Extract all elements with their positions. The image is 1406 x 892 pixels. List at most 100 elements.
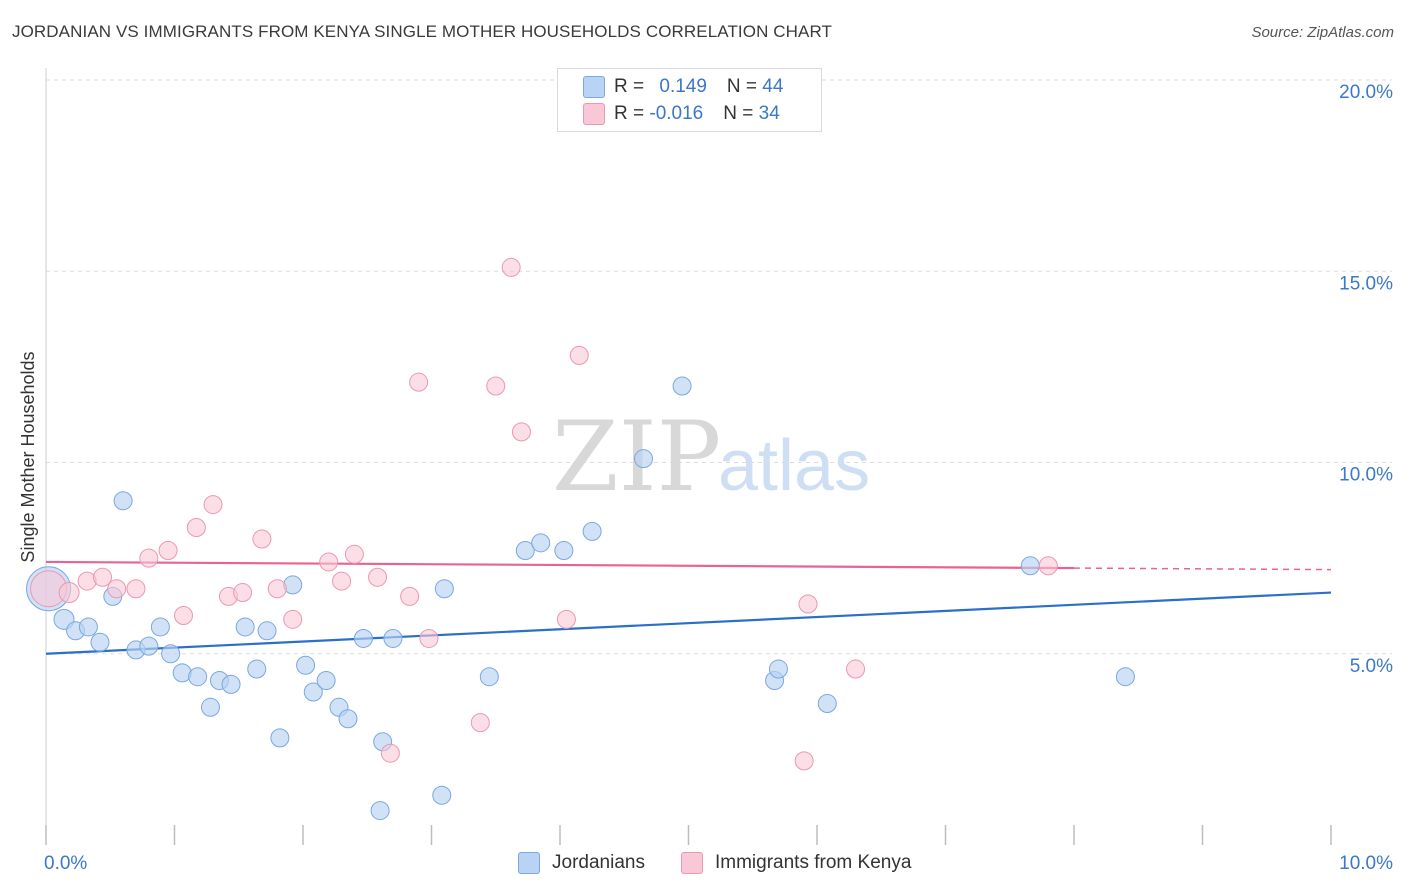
point-jordanian [247, 659, 267, 679]
point-jordanian [672, 376, 692, 396]
tick-labels: 5.0% 10.0% 15.0% 20.0% 0.0% 10.0% [44, 82, 1393, 874]
point-kenya [252, 529, 272, 549]
point-jordanian [515, 540, 535, 560]
point-kenya [139, 548, 159, 568]
point-kenya [93, 567, 113, 587]
point-jordanian [221, 674, 241, 694]
watermark: ZIP atlas [552, 401, 870, 513]
point-kenya [319, 552, 339, 572]
point-kenya [173, 606, 193, 625]
point-kenya [203, 495, 223, 515]
legend-n-value: 34 [758, 103, 780, 124]
point-jordanian [817, 693, 837, 713]
y-axis-label: Single Mother Households [18, 351, 38, 562]
point-kenya [419, 628, 439, 648]
point-kenya [368, 567, 388, 587]
watermark-atlas: atlas [718, 426, 870, 506]
point-jordanian [139, 636, 159, 656]
legend-r-label: R = [614, 103, 650, 124]
point-jordanian [582, 521, 602, 541]
point-jordanian [303, 682, 323, 702]
point-kenya [409, 372, 429, 392]
series-legend: Jordanians Immigrants from Kenya [0, 852, 1406, 878]
chart-title: JORDANIAN VS IMMIGRANTS FROM KENYA SINGL… [12, 22, 833, 41]
point-kenya [58, 582, 80, 604]
trendline-kenya-extension [1073, 567, 1332, 571]
point-kenya [400, 586, 420, 606]
legend-r-value: 0.149 [659, 76, 707, 97]
point-kenya [126, 579, 146, 599]
point-kenya [332, 571, 352, 591]
point-kenya [470, 713, 490, 733]
point-jordanian [370, 801, 390, 821]
point-jordanian [161, 644, 181, 664]
point-kenya [233, 583, 253, 603]
axes [45, 68, 1332, 845]
legend-item-kenya: Immigrants from Kenya [681, 852, 911, 874]
point-jordanian [338, 709, 358, 729]
point-jordanian [150, 617, 170, 637]
point-jordanian [78, 617, 98, 637]
point-jordanian [316, 671, 336, 691]
point-jordanian [768, 659, 788, 679]
correlation-legend: R = 0.149 N = 44 R = -0.016 N = 34 [557, 68, 822, 132]
legend-item-jordanians: Jordanians [518, 852, 645, 874]
point-kenya [569, 345, 589, 365]
legend-swatch-pink [583, 103, 605, 125]
legend-swatch-kenya [681, 852, 703, 874]
point-kenya [267, 579, 287, 599]
legend-label-jordanians: Jordanians [552, 852, 645, 873]
trendline-jordanians [45, 591, 1332, 655]
point-jordanian [554, 540, 574, 560]
point-jordanian [353, 628, 373, 648]
point-jordanian [634, 449, 654, 469]
legend-r-label: R = [614, 76, 650, 97]
legend-label-kenya: Immigrants from Kenya [715, 852, 912, 873]
y-tick-label: 5.0% [1350, 656, 1393, 677]
point-jordanian [188, 667, 208, 687]
point-jordanian [531, 533, 551, 553]
point-kenya [511, 422, 531, 442]
point-kenya [107, 579, 127, 599]
point-jordanian [113, 491, 133, 511]
point-kenya [798, 594, 818, 614]
point-kenya [846, 659, 866, 679]
y-tick-label: 10.0% [1339, 465, 1393, 486]
source-label: Source: ZipAtlas.com [1251, 24, 1394, 41]
point-jordanian [235, 617, 255, 637]
point-jordanian [257, 621, 277, 641]
point-kenya [486, 376, 506, 396]
trendline-kenya [45, 560, 1075, 570]
legend-n-value: 44 [762, 76, 784, 97]
y-tick-label: 15.0% [1339, 273, 1393, 294]
point-kenya [344, 544, 364, 564]
point-kenya [186, 518, 206, 538]
point-kenya [794, 751, 814, 771]
point-jordanian [200, 697, 220, 717]
point-kenya [501, 257, 521, 277]
point-kenya [1038, 556, 1058, 576]
x-tick-label: 0.0% [44, 853, 87, 874]
point-jordanian [296, 655, 316, 675]
point-jordanian [270, 728, 290, 748]
point-jordanian [1020, 556, 1040, 576]
legend-n-label: N = [726, 76, 763, 97]
legend-r-value: -0.016 [649, 103, 704, 124]
data-points [26, 257, 1135, 821]
point-jordanian [434, 579, 454, 599]
gridlines [46, 79, 1392, 655]
point-kenya [158, 540, 178, 560]
point-jordanian [1115, 667, 1135, 687]
point-jordanian [383, 628, 403, 648]
x-tick-label: 10.0% [1339, 853, 1393, 874]
y-tick-label: 20.0% [1339, 82, 1393, 103]
point-jordanian [432, 785, 452, 805]
point-jordanian [479, 667, 499, 687]
point-kenya [556, 609, 576, 629]
point-kenya [380, 743, 400, 763]
legend-swatch-jordanians [518, 852, 540, 874]
legend-n-label: N = [723, 103, 759, 124]
point-jordanian [90, 632, 110, 652]
point-kenya [283, 609, 303, 629]
